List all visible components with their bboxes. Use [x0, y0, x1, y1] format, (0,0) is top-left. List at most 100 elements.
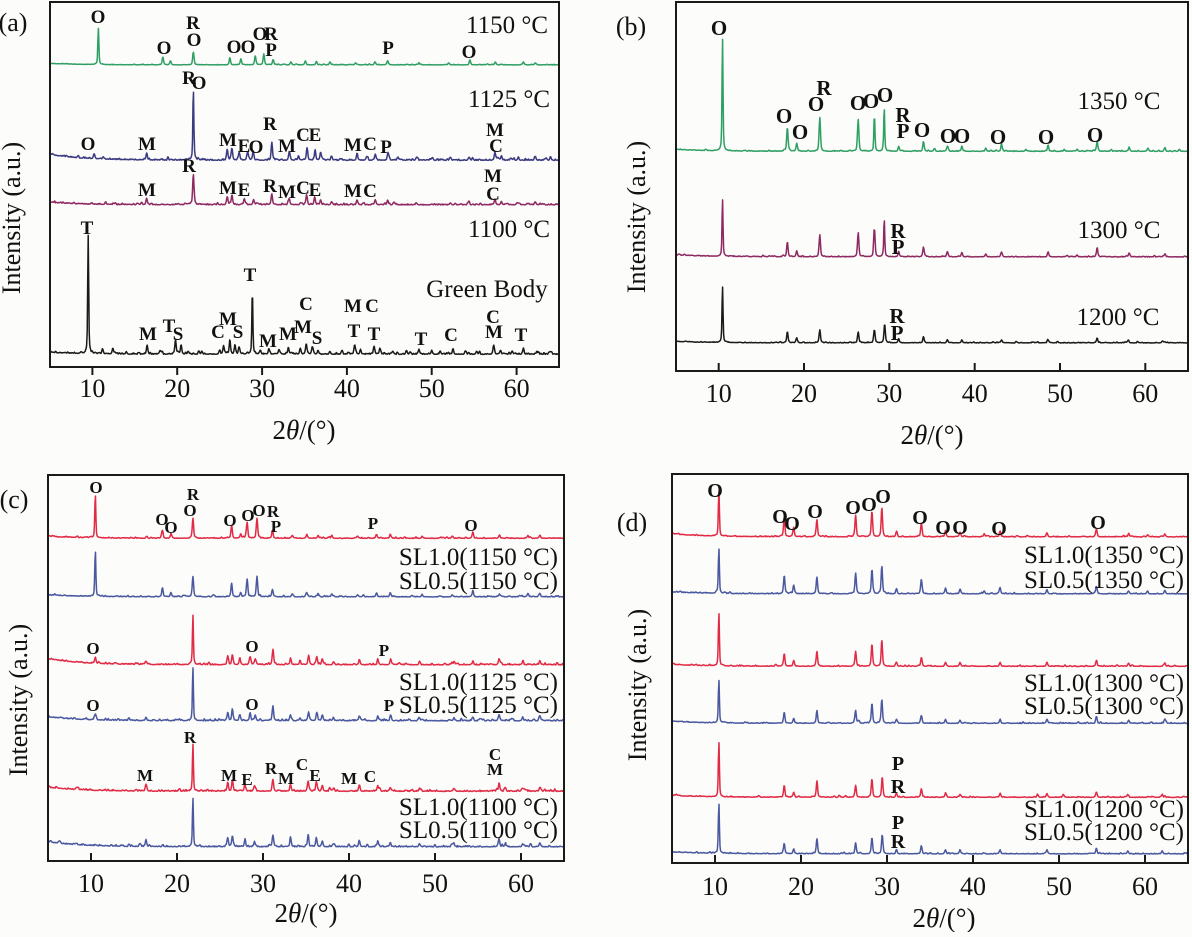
svg-text:50: 50: [1046, 872, 1072, 901]
svg-text:O: O: [863, 89, 879, 113]
svg-text:P: P: [379, 641, 389, 660]
svg-text:R: R: [263, 114, 277, 135]
svg-text:2θ/(°): 2θ/(°): [900, 420, 963, 450]
svg-text:60: 60: [1132, 872, 1158, 901]
svg-text:30: 30: [249, 374, 275, 403]
svg-text:Intensity (a.u.): Intensity (a.u.): [4, 624, 33, 776]
svg-text:SL0.5(1300 °C): SL0.5(1300 °C): [1024, 693, 1184, 720]
svg-text:C: C: [296, 755, 308, 774]
svg-text:R: R: [891, 831, 906, 853]
svg-text:R: R: [184, 728, 197, 747]
svg-text:Intensity (a.u.): Intensity (a.u.): [623, 609, 652, 761]
svg-text:50: 50: [1047, 379, 1073, 408]
svg-text:R: R: [265, 759, 278, 778]
svg-text:O: O: [223, 511, 236, 530]
svg-text:P: P: [892, 812, 904, 834]
svg-text:M: M: [484, 166, 502, 187]
svg-text:2θ/(°): 2θ/(°): [912, 903, 975, 932]
svg-text:C: C: [363, 134, 377, 155]
svg-text:O: O: [772, 506, 788, 528]
svg-text:O: O: [249, 137, 264, 158]
svg-text:SL1.0(1350 °C): SL1.0(1350 °C): [1024, 542, 1184, 569]
svg-text:O: O: [845, 497, 861, 519]
svg-text:O: O: [164, 518, 177, 537]
svg-text:60: 60: [504, 374, 530, 403]
svg-text:SL1.0(1100 °C): SL1.0(1100 °C): [399, 794, 558, 821]
svg-text:O: O: [252, 501, 265, 520]
svg-text:1350 °C: 1350 °C: [1078, 88, 1161, 115]
svg-text:2θ/(°): 2θ/(°): [274, 898, 337, 928]
svg-text:R: R: [182, 156, 196, 177]
svg-text:1300 °C: 1300 °C: [1078, 217, 1161, 244]
svg-text:30: 30: [876, 379, 902, 408]
svg-text:M: M: [278, 136, 296, 157]
svg-text:R: R: [264, 24, 278, 45]
svg-text:S: S: [312, 328, 323, 349]
svg-text:T: T: [415, 329, 428, 350]
svg-text:C: C: [363, 181, 377, 202]
svg-text:O: O: [808, 92, 824, 116]
svg-text:60: 60: [1132, 379, 1158, 408]
svg-text:M: M: [137, 766, 153, 785]
svg-text:O: O: [245, 695, 258, 714]
svg-text:O: O: [807, 501, 823, 523]
svg-text:O: O: [952, 517, 968, 539]
svg-text:M: M: [344, 296, 362, 317]
svg-text:O: O: [464, 516, 477, 535]
svg-text:O: O: [183, 501, 196, 520]
svg-text:T: T: [515, 325, 528, 346]
svg-text:T: T: [348, 321, 361, 342]
svg-text:40: 40: [334, 374, 360, 403]
svg-text:R: R: [267, 502, 280, 521]
svg-text:R: R: [816, 76, 832, 100]
svg-text:10: 10: [706, 379, 732, 408]
svg-text:M: M: [278, 182, 296, 203]
svg-text:C: C: [211, 322, 225, 343]
svg-text:E: E: [309, 766, 320, 785]
svg-text:M: M: [219, 130, 237, 151]
svg-text:O: O: [86, 639, 99, 658]
svg-text:C: C: [486, 307, 500, 328]
svg-text:(c): (c): [0, 485, 28, 514]
svg-text:C: C: [365, 296, 379, 317]
svg-text:M: M: [341, 769, 357, 788]
svg-text:O: O: [784, 513, 800, 535]
svg-text:C: C: [296, 125, 310, 146]
svg-text:40: 40: [960, 872, 986, 901]
svg-text:E: E: [238, 180, 251, 201]
svg-text:O: O: [155, 510, 168, 529]
svg-text:Intensity (a.u.): Intensity (a.u.): [0, 142, 26, 294]
svg-text:O: O: [157, 38, 172, 59]
svg-text:(a): (a): [0, 8, 27, 37]
svg-text:R: R: [263, 176, 277, 197]
svg-text:S: S: [233, 322, 244, 343]
svg-text:R: R: [891, 776, 906, 798]
svg-text:O: O: [954, 124, 970, 148]
svg-text:40: 40: [336, 869, 362, 898]
svg-text:E: E: [309, 180, 322, 201]
svg-text:O: O: [253, 24, 268, 45]
svg-text:M: M: [259, 331, 277, 352]
svg-text:O: O: [241, 506, 254, 525]
svg-text:50: 50: [422, 869, 448, 898]
svg-text:R: R: [890, 219, 906, 243]
svg-text:40: 40: [962, 379, 988, 408]
svg-text:E: E: [238, 136, 251, 157]
svg-text:M: M: [219, 309, 237, 330]
svg-text:SL1.0(1200 °C): SL1.0(1200 °C): [1024, 796, 1184, 823]
svg-text:O: O: [850, 91, 866, 115]
svg-text:M: M: [279, 324, 297, 345]
svg-text:O: O: [877, 83, 893, 107]
svg-text:T: T: [163, 316, 176, 337]
svg-text:O: O: [912, 507, 928, 529]
svg-text:C: C: [489, 136, 503, 157]
svg-text:M: M: [486, 120, 504, 141]
svg-text:1125 °C: 1125 °C: [468, 86, 550, 113]
svg-text:O: O: [875, 486, 891, 508]
svg-text:M: M: [138, 180, 156, 201]
svg-text:M: M: [139, 324, 157, 345]
svg-text:T: T: [368, 324, 381, 345]
svg-text:SL0.5(1350 °C): SL0.5(1350 °C): [1024, 567, 1184, 594]
svg-text:O: O: [940, 124, 956, 148]
svg-text:C: C: [486, 184, 500, 205]
